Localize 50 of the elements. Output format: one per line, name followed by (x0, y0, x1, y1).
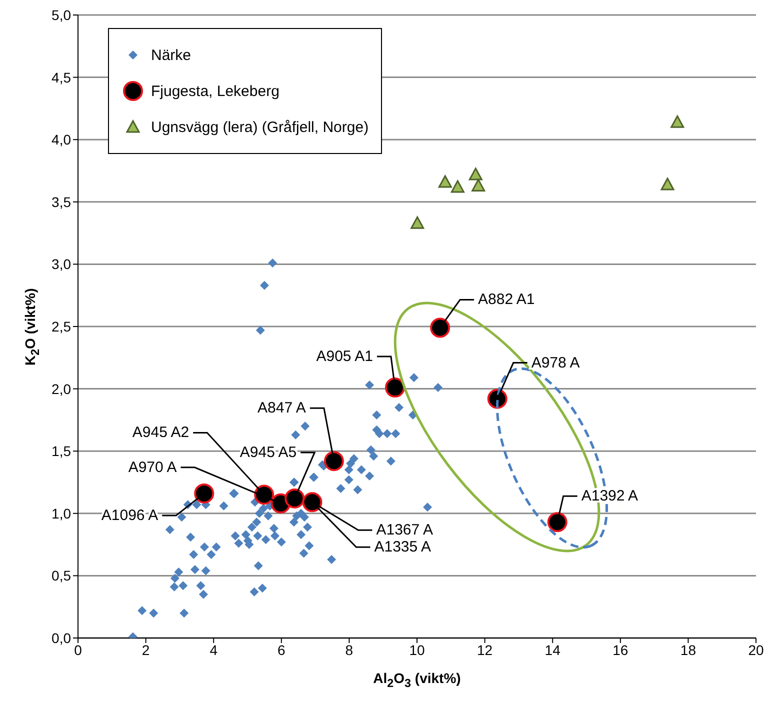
point (547, 512, 568, 532)
x-tick-label: 14 (544, 642, 561, 658)
x-tick-label: 4 (210, 642, 218, 658)
annotation: A1335 A (374, 538, 431, 556)
y-tick-label: 3,0 (52, 256, 72, 272)
annotation: A882 A1 (478, 291, 535, 308)
x-tick-label: 16 (612, 642, 628, 658)
point (430, 318, 450, 338)
annotation: A905 A1 (316, 348, 373, 366)
x-tick-label: 12 (477, 642, 493, 658)
y-tick-label: 4,5 (52, 69, 72, 86)
y-tick-label: 5,0 (52, 6, 72, 23)
x-tick-label: 10 (409, 642, 425, 658)
annotation: A847 A (258, 400, 306, 417)
legend-label: Fjugesta, Lekeberg (151, 82, 280, 100)
y-tick-label: 4,0 (52, 132, 72, 148)
y-tick-label: 3,5 (52, 194, 72, 210)
y-tick-label: 1,0 (52, 505, 72, 522)
annotation: A1096 A (101, 506, 158, 524)
annotation: A970 A (128, 458, 177, 476)
point (438, 175, 452, 188)
annotation: A945 A5 (240, 444, 297, 461)
x-tick-label: 2 (142, 642, 150, 658)
point (324, 451, 344, 472)
annotation: A945 A2 (132, 424, 190, 442)
point (468, 168, 482, 180)
point (302, 492, 322, 512)
annotation: A1367 A (376, 522, 433, 539)
point (410, 216, 424, 229)
y-tick-label: 2,0 (52, 380, 72, 397)
y-tick-label: 1,5 (52, 443, 72, 460)
x-tick-label: 6 (278, 642, 286, 658)
point (660, 178, 674, 190)
point (670, 115, 684, 128)
x-tick-label: 18 (680, 642, 696, 658)
legend-label: Ugnsvägg (lera) (Gråfjell, Norge) (151, 118, 369, 136)
x-axis-title: Al$_{2}$O$_{3}$ (vikt%) (372, 670, 462, 690)
x-tick-label: 0 (74, 642, 82, 658)
y-tick-label: 0,5 (52, 568, 72, 584)
y-tick-label: 2,5 (52, 318, 72, 334)
point (194, 483, 214, 504)
x-tick-label: 20 (748, 642, 764, 658)
point (284, 488, 305, 508)
x-tick-label: 8 (345, 642, 354, 658)
y-tick-label: 0,0 (52, 630, 72, 646)
point (384, 378, 405, 398)
point (472, 178, 486, 192)
annotation: A978 A (531, 354, 580, 372)
legend-label: Närke (151, 46, 192, 64)
point (450, 180, 464, 193)
